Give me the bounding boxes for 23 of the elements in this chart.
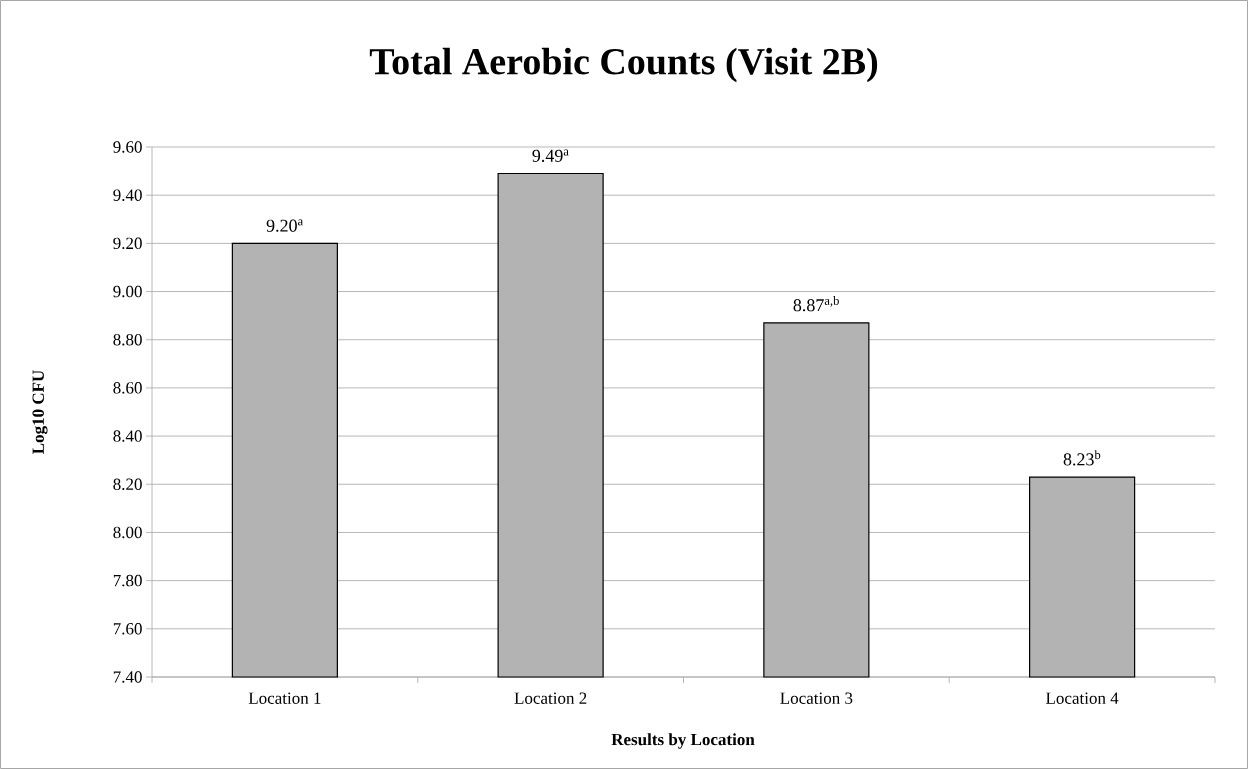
y-tick-label: 8.80 bbox=[113, 333, 142, 346]
data-label: 8.23$^{b}$ bbox=[1063, 450, 1101, 466]
chart-title: Total Aerobic Counts (Visit 2B) bbox=[369, 47, 878, 83]
y-tick-label: 8.00 bbox=[113, 526, 142, 539]
x-tick-label: Location 4 bbox=[1046, 692, 1119, 704]
y-tick-label: 9.00 bbox=[113, 285, 142, 298]
y-tick-label: 9.60 bbox=[113, 141, 142, 153]
x-axis-title: Results by Location bbox=[611, 733, 755, 749]
y-axis-title: Log10 CFU bbox=[32, 370, 48, 454]
y-tick-label: 7.60 bbox=[113, 623, 142, 635]
y-tick-label: 9.20 bbox=[113, 237, 142, 250]
x-tick-label: Location 3 bbox=[780, 692, 853, 704]
x-tick-label: Location 2 bbox=[514, 692, 587, 704]
y-tick-label: 8.20 bbox=[113, 478, 142, 491]
y-tick-label: 7.40 bbox=[113, 671, 142, 683]
data-label: 9.49$^{a}$ bbox=[532, 149, 569, 162]
y-tick-label: 8.40 bbox=[113, 430, 142, 442]
y-tick-label: 9.40 bbox=[113, 189, 142, 201]
data-label: 9.20$^{a}$ bbox=[266, 219, 303, 232]
x-tick-label: Location 1 bbox=[248, 692, 321, 704]
y-tick-label: 7.80 bbox=[113, 574, 142, 587]
data-label: 8.87$^{a,b}$ bbox=[793, 296, 839, 312]
y-tick-label: 8.60 bbox=[113, 382, 142, 394]
